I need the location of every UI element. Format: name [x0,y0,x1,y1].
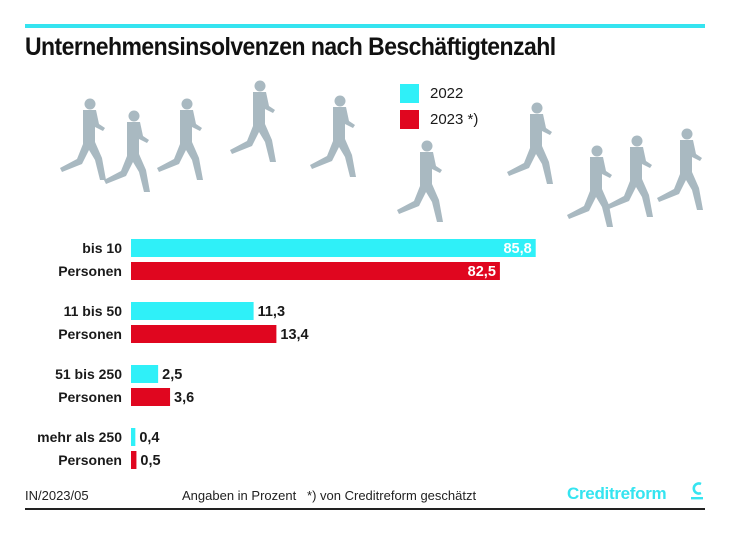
bar-2022-0 [131,239,536,257]
category-label: 11 bis 50 [64,303,123,319]
runner-silhouette [607,135,653,217]
legend: 2022 2023 *) [400,80,478,132]
category-label: Personen [58,389,122,405]
bar-2023-2 [131,388,171,406]
legend-label-2023: 2023 *) [430,110,479,128]
value-label: 2,5 [162,367,182,383]
value-label: 0,4 [139,430,159,446]
category-label: Personen [58,326,122,342]
legend-item-2022: 2022 [400,80,478,106]
value-label: 0,5 [140,453,160,469]
value-label: 3,6 [174,390,194,406]
axis-break-mark [567,237,578,259]
bar-2023-3 [131,451,137,469]
runner-silhouette [157,98,203,180]
runner-silhouette [397,140,443,222]
value-label: 11,3 [258,304,285,320]
accent-top-line [25,24,705,28]
legend-swatch-2023 [400,109,419,129]
footer-code: IN/2023/05 [25,488,89,503]
runner-silhouette [310,95,356,177]
category-label: Personen [58,452,122,468]
category-label: 51 bis 250 [55,366,122,382]
runner-silhouette [60,98,106,180]
running-businessman-silhouettes-icon [60,80,703,227]
category-label: bis 10 [82,240,122,256]
brand-logo-text: Creditreform [567,484,667,503]
category-label: Personen [58,263,122,279]
legend-swatch-2022 [400,83,419,103]
bar-2022-3 [131,428,136,446]
value-label: 82,5 [468,264,496,280]
runner-silhouette [657,128,703,210]
bar-2022-1 [131,302,254,320]
value-label: 85,8 [503,241,531,257]
bar-2023-0 [131,262,500,280]
bar-2023-1 [131,325,277,343]
runner-silhouette [507,102,553,184]
chart-title: Unternehmensinsolvenzen nach Beschäftigt… [25,33,556,61]
creditreform-c-logo-icon [691,482,703,500]
runner-silhouette [230,80,276,162]
category-label: mehr als 250 [37,429,122,445]
value-label: 13,4 [280,327,308,343]
footer-note: Angaben in Prozent *) von Creditreform g… [182,488,477,503]
bar-2022-2 [131,365,159,383]
legend-item-2023: 2023 *) [400,106,478,132]
runner-silhouette [104,110,150,192]
runner-silhouette [567,145,613,227]
axis-break-mark [567,260,578,282]
legend-label-2022: 2022 [430,84,464,102]
footer-divider [25,508,705,510]
